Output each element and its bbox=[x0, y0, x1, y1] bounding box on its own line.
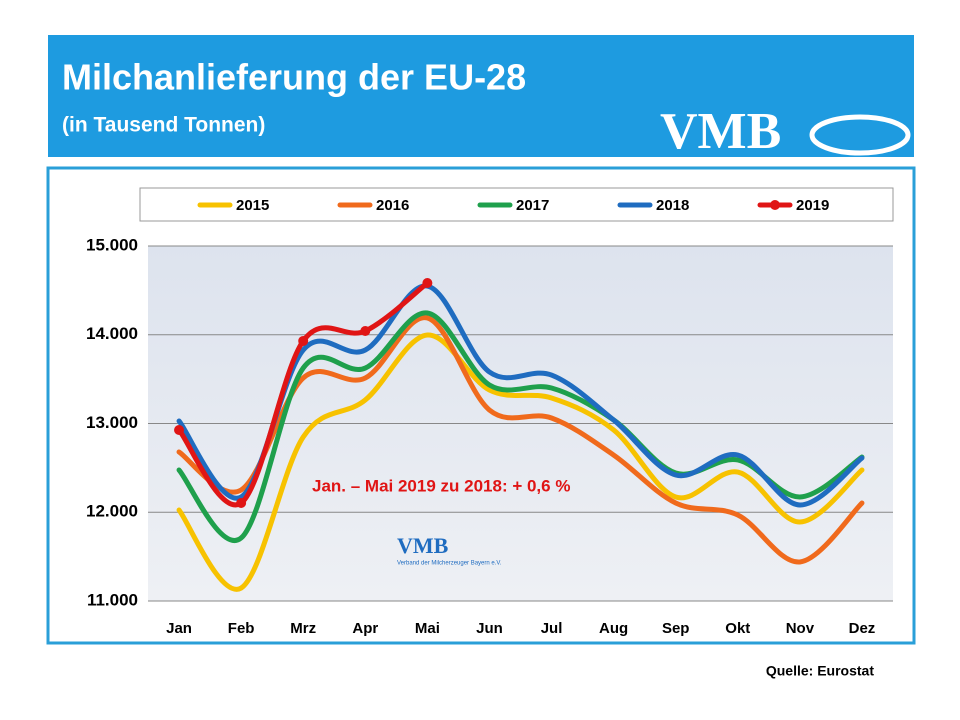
y-tick-label: 11.000 bbox=[87, 590, 138, 609]
x-tick-label: Apr bbox=[352, 620, 378, 637]
legend-marker bbox=[770, 200, 780, 210]
legend-label: 2018 bbox=[656, 197, 689, 214]
x-tick-label: Feb bbox=[228, 620, 255, 637]
logo: VMB bbox=[660, 103, 781, 160]
x-tick-label: Aug bbox=[599, 620, 628, 637]
y-tick-label: 13.000 bbox=[86, 413, 138, 432]
x-tick-label: Mai bbox=[415, 620, 440, 637]
series-line bbox=[176, 332, 865, 592]
x-tick-label: Mrz bbox=[290, 620, 316, 637]
legend-label: 2017 bbox=[516, 197, 549, 214]
x-tick-label: Jan bbox=[166, 620, 192, 637]
point bbox=[360, 326, 371, 337]
series-line bbox=[176, 280, 430, 508]
point bbox=[422, 278, 433, 289]
chart-title: Milchanlieferung der EU-28 bbox=[62, 57, 526, 98]
series-line bbox=[176, 310, 865, 543]
x-tick-label: Okt bbox=[725, 620, 750, 637]
point bbox=[298, 335, 309, 346]
logo-swoosh bbox=[809, 114, 911, 156]
x-tick-label: Nov bbox=[786, 620, 815, 637]
x-tick-label: Jul bbox=[541, 620, 563, 637]
legend-label: 2019 bbox=[796, 197, 829, 214]
y-tick-label: 15.000 bbox=[86, 235, 138, 254]
x-tick-label: Jun bbox=[476, 620, 503, 637]
chart-subtitle: (in Tausend Tonnen) bbox=[62, 114, 265, 137]
logo-small: VMB bbox=[397, 533, 449, 558]
legend-label: 2016 bbox=[376, 197, 409, 214]
source: Quelle: Eurostat bbox=[766, 663, 874, 679]
y-tick-label: 12.000 bbox=[86, 502, 138, 521]
y-tick-label: 14.000 bbox=[86, 324, 138, 343]
x-tick-label: Sep bbox=[662, 620, 690, 637]
legend-label: 2015 bbox=[236, 197, 269, 214]
point bbox=[236, 498, 247, 509]
logo-caption: Verband der Milcherzeuger Bayern e.V. bbox=[397, 561, 502, 567]
x-tick-label: Dez bbox=[849, 620, 876, 637]
point bbox=[174, 424, 185, 435]
header bbox=[48, 35, 914, 157]
annotation: Jan. – Mai 2019 zu 2018: + 0,6 % bbox=[312, 476, 570, 495]
